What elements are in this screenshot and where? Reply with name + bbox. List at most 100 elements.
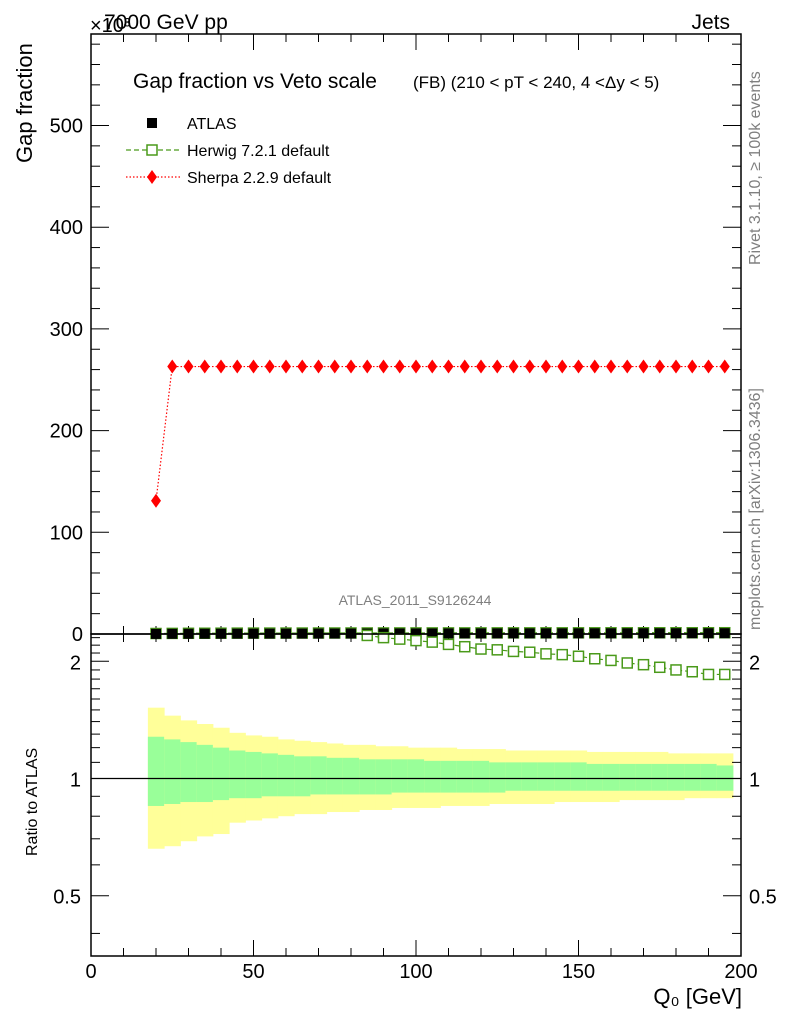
legend: ATLAS Herwig 7.2.1 default Sherpa 2.2.9 … (126, 116, 332, 187)
ratio-band-inner (619, 763, 636, 791)
sherpa-point (167, 359, 178, 374)
sherpa-point (378, 359, 389, 374)
sherpa-point (248, 359, 259, 374)
x-tick-label: 0 (85, 961, 96, 983)
header-beam: 7000 GeV pp (104, 11, 228, 34)
ratio-band-inner (424, 760, 441, 793)
ratio-band-inner (667, 763, 685, 791)
sherpa-point (264, 359, 275, 374)
main-panel: 0 100 200 300 400 500 Gap fraction vs Veto sc… (12, 33, 742, 646)
herwig-ratio-point (459, 640, 471, 653)
header-exponent: ×10³ (90, 15, 131, 37)
sherpa-point (297, 359, 308, 374)
header-process: Jets (691, 11, 730, 34)
sherpa-point (427, 359, 438, 374)
herwig-ratio-point (394, 633, 406, 645)
herwig-ratio-point (361, 629, 373, 642)
ratio-band-inner (456, 760, 474, 793)
sherpa-point (573, 359, 584, 374)
ratio-band-inner (537, 762, 555, 791)
herwig-ratio-point (491, 644, 503, 656)
sherpa-point (508, 359, 519, 374)
main-y-tick-label: 400 (50, 217, 83, 239)
ratio-panel: 0.5 0.5 1 1 2 2 0 50 100 150 200 Ratio to ATLAS Q₀… (24, 629, 777, 1009)
legend-label-herwig: Herwig 7.2.1 default (187, 143, 330, 160)
sherpa-point (654, 359, 665, 374)
herwig-ratio-point (670, 664, 682, 676)
legend-entry-herwig: Herwig 7.2.1 default (126, 143, 330, 160)
ratio-band-inner (684, 763, 701, 791)
legend-label-atlas: ATLAS (187, 116, 237, 133)
sherpa-point (329, 359, 340, 374)
x-tick-label: 200 (724, 961, 757, 983)
ratio-band-inner (164, 739, 181, 804)
sherpa-point (313, 359, 324, 374)
sherpa-point (459, 359, 470, 374)
ratio-band-inner (472, 760, 490, 793)
ratio-panel-frame (90, 633, 742, 957)
main-y-tick-label: 200 (50, 421, 83, 443)
sherpa-point (671, 359, 681, 374)
sherpa-point (183, 359, 194, 374)
herwig-ratio-point (572, 650, 585, 663)
main-y-tick-label: 0 (72, 624, 83, 646)
rivet-version-text: Rivet 3.1.10, ≥ 100k events (747, 71, 764, 265)
main-y-tick-label: 300 (50, 319, 83, 341)
herwig-ratio-point (475, 643, 487, 655)
ratio-y-tick-label-left: 1 (70, 769, 81, 791)
ratio-band-inner (147, 736, 165, 806)
sherpa-point (719, 359, 730, 374)
ratio-band-inner (505, 762, 523, 791)
legend-marker-herwig (146, 144, 158, 156)
ratio-band-inner (391, 759, 409, 793)
sherpa-point (394, 359, 405, 374)
sherpa-point (476, 359, 486, 374)
ratio-uncertainty-bands (147, 707, 734, 849)
herwig-ratio-point (410, 634, 422, 647)
sherpa-point (557, 359, 568, 374)
herwig-ratio-point (605, 654, 617, 667)
herwig-ratio-point (556, 648, 568, 661)
ratio-band-inner (245, 751, 263, 799)
ratio-y-tick-label-right: 1 (749, 769, 760, 791)
ratio-band-inner (700, 763, 718, 791)
ratio-band-inner (310, 756, 328, 795)
analysis-watermark: ATLAS_2011_S9126244 (339, 592, 492, 608)
ratio-band-inner (196, 744, 214, 803)
ratio-y-tick-label-left: 2 (70, 652, 81, 674)
ratio-y-tick-label-right: 2 (749, 652, 760, 674)
ratio-band-inner (635, 763, 653, 791)
main-y-tick-label: 100 (50, 522, 83, 544)
ratio-band-inner (342, 757, 360, 795)
sherpa-point (151, 493, 161, 508)
herwig-ratio-point (507, 645, 520, 658)
ratio-band-inner (586, 763, 604, 791)
sherpa-point (703, 359, 714, 374)
herwig-ratio-point (524, 646, 536, 658)
ratio-band-inner (602, 763, 620, 791)
atlas-point (671, 628, 681, 639)
ratio-band-inner (554, 762, 571, 791)
x-tick-label: 100 (399, 961, 432, 983)
herwig-ratio-point (654, 661, 666, 674)
main-y-tick-label: 500 (50, 116, 83, 138)
sherpa-point (622, 359, 633, 374)
ratio-y-tick-label-left: 0.5 (53, 887, 81, 909)
x-tick-label: 150 (562, 961, 595, 983)
mcplots-text: mcplots.cern.ch [arXiv:1306.3436] (747, 388, 764, 630)
herwig-ratio-point (589, 653, 601, 665)
legend-marker-sherpa (147, 170, 157, 184)
sherpa-point (443, 359, 454, 374)
herwig-ratio-point (426, 636, 438, 648)
legend-marker-atlas (147, 118, 157, 128)
ratio-plot-area (91, 629, 741, 780)
ratio-band-inner (229, 750, 246, 799)
ratio-y-tick-label-right: 0.5 (749, 887, 777, 909)
herwig-ratio-point (686, 665, 698, 678)
sherpa-point (281, 359, 291, 374)
ratio-band-inner (359, 759, 376, 795)
ratio-band-inner (651, 763, 669, 791)
ratio-band-inner (261, 753, 279, 797)
ratio-band-inner (294, 756, 311, 797)
